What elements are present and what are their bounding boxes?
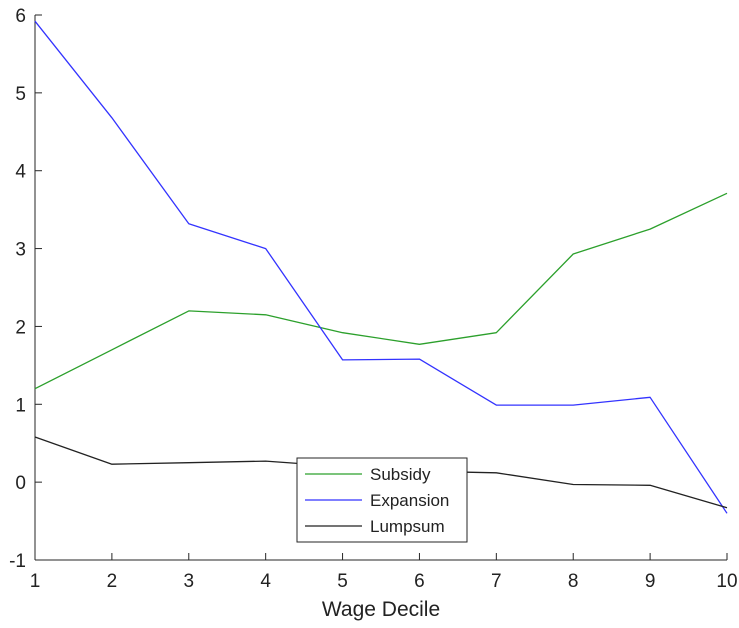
y-tick-label: 4 xyxy=(15,162,26,183)
x-tick-label: 10 xyxy=(716,571,737,592)
x-tick-label: 1 xyxy=(30,571,41,592)
x-tick-label: 9 xyxy=(645,571,656,592)
y-tick-label: 2 xyxy=(15,317,26,338)
x-axis-title: Wage Decile xyxy=(322,598,440,621)
y-tick-label: 5 xyxy=(15,84,26,105)
series-lines xyxy=(34,20,728,514)
y-tick-label: 0 xyxy=(15,473,26,494)
y-tick-label: 3 xyxy=(15,240,26,261)
axes: -1 0 1 2 3 4 5 6 1 2 3 4 5 6 7 8 9 10 xyxy=(9,6,737,592)
x-tick-label: 2 xyxy=(107,571,118,592)
y-tick-label: 6 xyxy=(15,6,26,27)
x-tick-label: 8 xyxy=(568,571,579,592)
legend: Subsidy Expansion Lumpsum xyxy=(296,457,468,543)
x-tick-label: 7 xyxy=(491,571,502,592)
x-tick-label: 6 xyxy=(414,571,425,592)
legend-label-lumpsum: Lumpsum xyxy=(370,517,445,536)
series-line-expansion xyxy=(34,20,728,514)
y-tick-label: -1 xyxy=(9,551,26,572)
y-tick-label: 1 xyxy=(15,395,26,416)
series-line-subsidy xyxy=(34,192,728,390)
x-tick-label: 4 xyxy=(260,571,271,592)
x-tick-label: 3 xyxy=(183,571,194,592)
x-tick-label: 5 xyxy=(337,571,348,592)
legend-label-subsidy: Subsidy xyxy=(370,465,431,484)
legend-label-expansion: Expansion xyxy=(370,491,449,510)
